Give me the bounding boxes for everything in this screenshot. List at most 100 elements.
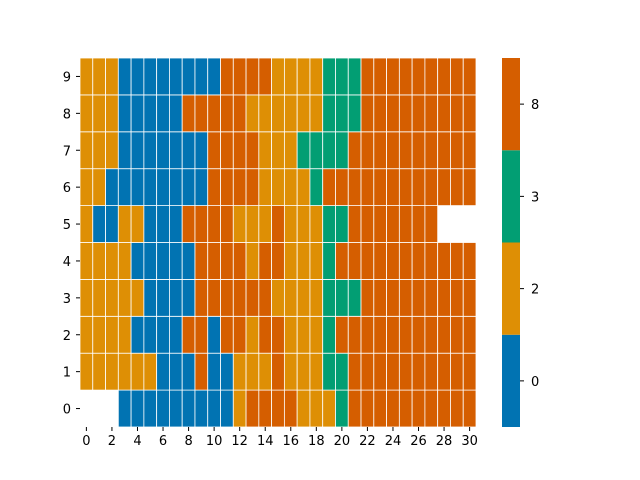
heatmap-cell <box>220 352 234 391</box>
heatmap-cell <box>462 389 477 428</box>
heatmap-cells <box>79 57 477 428</box>
heatmap-cell <box>169 352 183 391</box>
heatmap-cell <box>360 242 375 280</box>
x-tick-label: 30 <box>461 434 478 449</box>
heatmap-cell <box>373 352 387 391</box>
heatmap-cell <box>450 242 464 280</box>
heatmap-cell <box>437 389 451 428</box>
y-tick-label: 9 <box>63 70 71 85</box>
heatmap-cell <box>258 57 273 96</box>
heatmap-cell <box>220 242 234 280</box>
heatmap-cell <box>258 352 273 391</box>
x-tick-label: 26 <box>410 434 427 449</box>
heatmap-cell <box>194 94 209 133</box>
heatmap-cell <box>347 94 362 133</box>
heatmap-cell <box>245 242 260 280</box>
heatmap-cell <box>194 315 209 354</box>
colorbar-segment <box>502 58 520 151</box>
heatmap-cell <box>156 389 170 428</box>
heatmap-cell <box>424 389 439 428</box>
heatmap-cell <box>386 131 400 170</box>
y-tick-label: 0 <box>63 403 71 418</box>
heatmap-cell <box>462 168 477 206</box>
heatmap-cell <box>411 57 426 96</box>
colorbar: 0 2 3 8 <box>502 58 539 427</box>
heatmap-cell <box>143 352 158 391</box>
heatmap-cell <box>398 131 413 170</box>
heatmap-cell <box>347 168 362 206</box>
heatmap-cell <box>386 352 400 391</box>
heatmap-cell <box>143 389 158 428</box>
heatmap-cell <box>335 94 349 133</box>
heatmap-cell <box>386 57 400 96</box>
x-tick-label: 28 <box>436 434 453 449</box>
heatmap-cell <box>79 131 94 170</box>
heatmap-cell <box>117 205 132 243</box>
heatmap-cell <box>398 315 413 354</box>
heatmap-cell <box>169 168 183 206</box>
heatmap-cell <box>143 278 158 317</box>
heatmap-cell <box>360 389 375 428</box>
heatmap-cell <box>207 278 221 317</box>
heatmap-cell <box>347 242 362 280</box>
heatmap-cell <box>105 168 119 206</box>
heatmap-cell <box>181 205 196 243</box>
heatmap-cell <box>232 389 247 428</box>
heatmap-cell <box>296 242 311 280</box>
heatmap-cell <box>156 242 170 280</box>
heatmap-cell <box>373 242 387 280</box>
heatmap-cell <box>450 94 464 133</box>
heatmap-cell <box>335 168 349 206</box>
heatmap-cell <box>271 242 285 280</box>
colorbar-segment <box>502 242 520 335</box>
y-tick-label: 4 <box>63 255 71 270</box>
heatmap-cell <box>437 94 451 133</box>
heatmap-cell <box>181 389 196 428</box>
heatmap-cell <box>258 131 273 170</box>
heatmap-cell <box>462 278 477 317</box>
heatmap-cell <box>169 278 183 317</box>
heatmap-cell <box>271 94 285 133</box>
heatmap-cell <box>143 131 158 170</box>
heatmap-cell <box>232 352 247 391</box>
heatmap-cell <box>220 389 234 428</box>
heatmap-cell <box>79 242 94 280</box>
heatmap-cell <box>258 168 273 206</box>
heatmap-cell <box>258 278 273 317</box>
heatmap-cell <box>207 94 221 133</box>
heatmap-cell <box>169 315 183 354</box>
heatmap-cell <box>398 242 413 280</box>
heatmap-cell <box>309 352 324 391</box>
heatmap-cell <box>117 315 132 354</box>
heatmap-cell <box>398 278 413 317</box>
heatmap-cell <box>194 131 209 170</box>
heatmap-cell <box>309 57 324 96</box>
heatmap-cell <box>169 242 183 280</box>
heatmap-cell <box>130 94 145 133</box>
heatmap-cell <box>386 168 400 206</box>
heatmap-cell <box>347 131 362 170</box>
heatmap-cell <box>386 94 400 133</box>
heatmap-cell <box>105 315 119 354</box>
heatmap-cell <box>283 389 298 428</box>
heatmap-cell <box>156 131 170 170</box>
heatmap-cell <box>194 57 209 96</box>
y-tick-label: 7 <box>63 144 71 159</box>
heatmap-cell <box>181 131 196 170</box>
heatmap-cell <box>462 131 477 170</box>
heatmap-cell <box>398 168 413 206</box>
heatmap-cell <box>181 352 196 391</box>
heatmap-cell <box>207 205 221 243</box>
heatmap-cell <box>117 389 132 428</box>
heatmap-cell <box>360 168 375 206</box>
heatmap-cell <box>143 57 158 96</box>
heatmap-cell <box>335 278 349 317</box>
heatmap-cell <box>347 278 362 317</box>
heatmap-cell <box>309 389 324 428</box>
heatmap-cell <box>283 352 298 391</box>
heatmap-cell <box>360 131 375 170</box>
heatmap-cell <box>437 242 451 280</box>
heatmap-cell <box>181 168 196 206</box>
heatmap-cell <box>322 242 336 280</box>
heatmap-cell <box>271 352 285 391</box>
